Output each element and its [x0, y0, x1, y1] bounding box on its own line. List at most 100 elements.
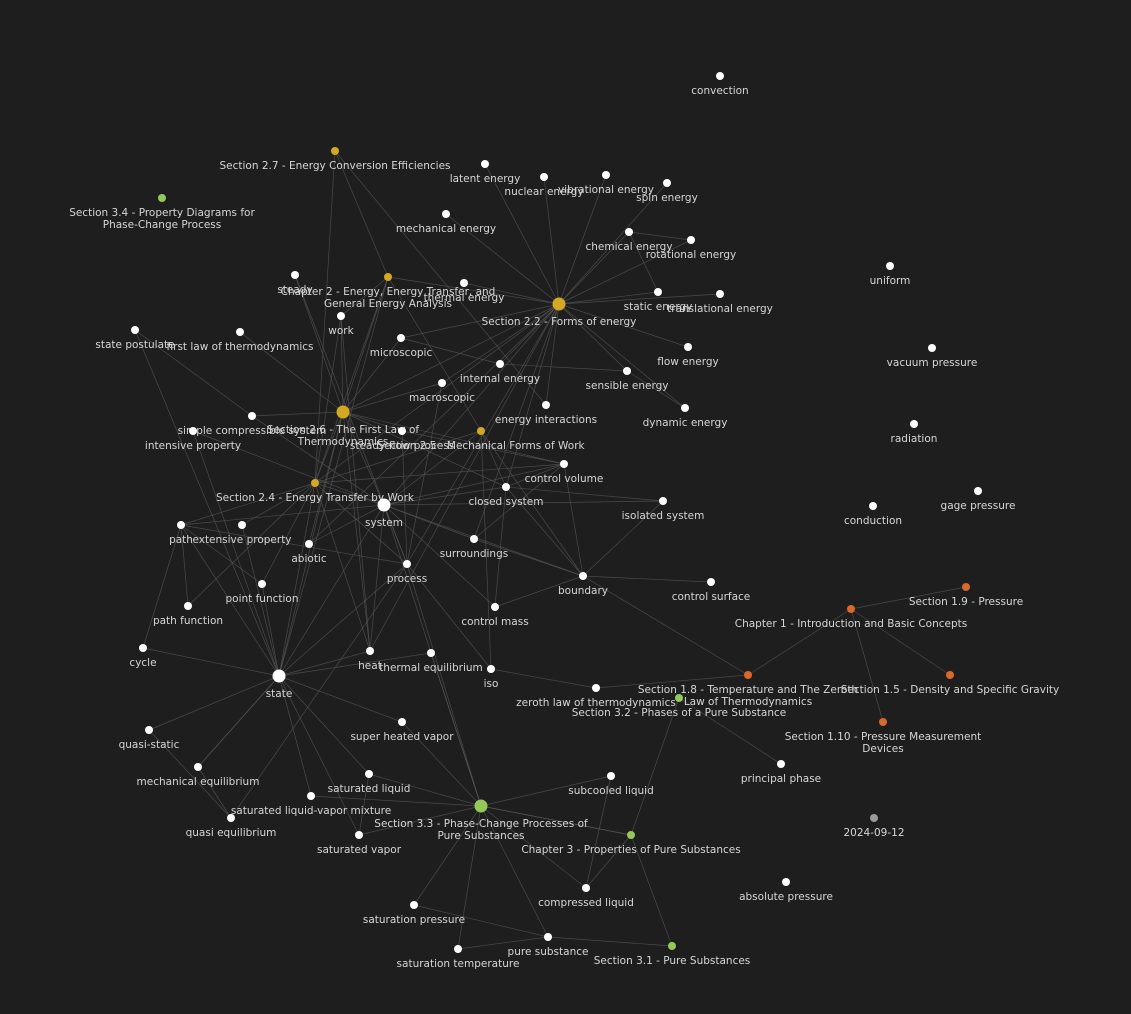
graph-node-convection[interactable]: convection [691, 72, 749, 97]
graph-node-sec15[interactable]: Section 1.5 - Density and Specific Gravi… [841, 671, 1059, 696]
node-dot[interactable] [311, 479, 319, 487]
graph-node-translational[interactable]: translational energy [667, 290, 773, 315]
node-dot[interactable] [460, 279, 468, 287]
graph-node-quasi-eq[interactable]: quasi equilibrium [186, 814, 277, 839]
graph-node-sec33[interactable]: Section 3.3 - Phase-Change Processes ofP… [374, 799, 588, 843]
graph-node-thermal-eq[interactable]: thermal equilibrium [379, 649, 483, 674]
graph-node-microscopic[interactable]: microscopic [370, 334, 433, 359]
node-dot[interactable] [307, 792, 315, 800]
node-dot[interactable] [744, 671, 752, 679]
graph-node-point-function[interactable]: point function [225, 580, 299, 605]
graph-node-spin[interactable]: spin energy [636, 179, 698, 204]
node-dot[interactable] [602, 171, 610, 179]
node-dot[interactable] [377, 498, 391, 512]
graph-node-control-volume[interactable]: control volume [525, 460, 604, 485]
graph-node-system[interactable]: system [365, 498, 403, 530]
graph-node-boundary[interactable]: boundary [558, 572, 608, 597]
graph-node-absolute[interactable]: absolute pressure [739, 878, 833, 903]
graph-node-first-law[interactable]: first law of thermodynamics [167, 328, 314, 353]
node-dot[interactable] [625, 228, 633, 236]
node-dot[interactable] [684, 343, 692, 351]
graph-node-sat-pressure[interactable]: saturation pressure [363, 901, 465, 926]
graph-node-sec110[interactable]: Section 1.10 - Pressure MeasurementDevic… [785, 718, 981, 755]
graph-node-sec19[interactable]: Section 1.9 - Pressure [909, 583, 1023, 608]
graph-node-mech-eq[interactable]: mechanical equilibrium [137, 763, 260, 788]
node-dot[interactable] [454, 945, 462, 953]
graph-node-control-mass[interactable]: control mass [461, 603, 529, 628]
graph-node-dynamic[interactable]: dynamic energy [643, 404, 728, 429]
node-dot[interactable] [946, 671, 954, 679]
node-dot[interactable] [291, 271, 299, 279]
node-dot[interactable] [716, 290, 724, 298]
graph-node-nuclear[interactable]: nuclear energy [504, 173, 584, 198]
node-dot[interactable] [681, 404, 689, 412]
node-dot[interactable] [879, 718, 887, 726]
node-dot[interactable] [397, 334, 405, 342]
graph-node-sec27[interactable]: Section 2.7 - Energy Conversion Efficien… [219, 147, 451, 172]
node-dot[interactable] [659, 497, 667, 505]
graph-node-sec34[interactable]: Section 3.4 - Property Diagrams forPhase… [69, 194, 255, 231]
node-dot[interactable] [131, 326, 139, 334]
node-dot[interactable] [491, 603, 499, 611]
node-dot[interactable] [189, 427, 197, 435]
node-dot[interactable] [177, 521, 185, 529]
graph-node-superheated[interactable]: super heated vapor [350, 718, 454, 743]
graph-node-steady[interactable]: steady [277, 271, 313, 296]
graph-node-sec25[interactable]: Section 2.5 - Mechanical Forms of Work [377, 427, 586, 452]
graph-node-sat-temp[interactable]: saturation temperature [397, 945, 520, 970]
graph-node-closed-system[interactable]: closed system [468, 483, 544, 508]
node-dot[interactable] [668, 942, 676, 950]
graph-node-sec32[interactable]: Section 3.2 - Phases of a Pure Substance [572, 694, 786, 719]
node-dot[interactable] [847, 605, 855, 613]
graph-node-zeroth[interactable]: zeroth law of thermodynamics [516, 684, 676, 709]
node-dot[interactable] [184, 602, 192, 610]
node-dot[interactable] [886, 262, 894, 270]
node-dot[interactable] [962, 583, 970, 591]
node-dot[interactable] [158, 194, 166, 202]
node-dot[interactable] [365, 770, 373, 778]
graph-node-mechanical-energy[interactable]: mechanical energy [396, 210, 496, 235]
graph-node-state-postulate[interactable]: state postulate [95, 326, 175, 351]
node-dot[interactable] [477, 427, 485, 435]
graph-node-sensible[interactable]: sensible energy [586, 367, 669, 392]
graph-node-sat-mixture[interactable]: saturated liquid-vapor mixture [231, 792, 391, 817]
node-dot[interactable] [384, 273, 392, 281]
node-dot[interactable] [337, 312, 345, 320]
graph-node-ch1[interactable]: Chapter 1 - Introduction and Basic Conce… [735, 605, 968, 630]
node-dot[interactable] [487, 665, 495, 673]
node-dot[interactable] [410, 901, 418, 909]
graph-node-sec24[interactable]: Section 2.4 - Energy Transfer by Work [216, 479, 415, 504]
node-dot[interactable] [544, 933, 552, 941]
node-dot[interactable] [777, 760, 785, 768]
node-dot[interactable] [627, 831, 635, 839]
node-dot[interactable] [227, 814, 235, 822]
node-dot[interactable] [442, 210, 450, 218]
node-dot[interactable] [194, 763, 202, 771]
graph-node-quasi-static[interactable]: quasi-static [119, 726, 180, 751]
graph-node-cycle[interactable]: cycle [129, 644, 157, 669]
node-dot[interactable] [592, 684, 600, 692]
node-dot[interactable] [470, 535, 478, 543]
graph-node-steady-flow[interactable]: steady-flow process [350, 427, 454, 452]
node-dot[interactable] [366, 647, 374, 655]
graph-node-surroundings[interactable]: surroundings [440, 535, 508, 560]
node-dot[interactable] [654, 288, 662, 296]
node-dot[interactable] [305, 540, 313, 548]
graph-node-sat-vapor[interactable]: saturated vapor [317, 831, 402, 856]
graph-node-static[interactable]: static energy [624, 288, 693, 313]
node-dot[interactable] [139, 644, 147, 652]
graph-node-iso[interactable]: iso [484, 665, 499, 690]
node-dot[interactable] [687, 236, 695, 244]
graph-node-state[interactable]: state [266, 669, 293, 701]
graph-node-energy-interactions[interactable]: energy interactions [495, 401, 597, 426]
node-dot[interactable] [331, 147, 339, 155]
graph-node-simple-comp[interactable]: simple compressible system [178, 412, 327, 437]
node-dot[interactable] [145, 726, 153, 734]
graph-node-pure-substance[interactable]: pure substance [508, 933, 589, 958]
node-dot[interactable] [272, 669, 286, 683]
node-dot[interactable] [623, 367, 631, 375]
node-dot[interactable] [427, 649, 435, 657]
graph-node-work[interactable]: work [328, 312, 355, 337]
